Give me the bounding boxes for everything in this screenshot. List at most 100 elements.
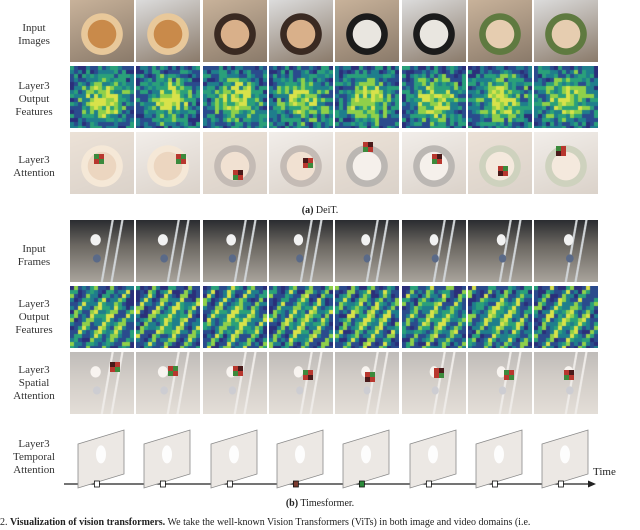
tsf-temporal-attention-token-3 xyxy=(226,480,233,488)
tsf-feature-map-3-heatmap xyxy=(203,286,267,348)
tsf-feature-map-1 xyxy=(70,286,134,348)
deit-attention-map-7 xyxy=(468,132,532,194)
attention-patch xyxy=(115,362,120,367)
tsf-input-frame-6 xyxy=(402,220,466,282)
deit-feature-map-2 xyxy=(136,66,200,128)
deit-feature-maps-row xyxy=(70,66,600,128)
attention-fade-overlay xyxy=(534,132,598,194)
deit-input-image-rabbit xyxy=(534,0,598,62)
attention-patch xyxy=(370,372,375,377)
attention-patch xyxy=(303,370,308,375)
attention-patch xyxy=(94,159,99,164)
tsf-temporal-frame-figure xyxy=(96,445,106,464)
deit-attention-map-6 xyxy=(402,132,466,194)
tsf-input-frame-1 xyxy=(70,220,134,282)
deit-feature-map-3-heatmap xyxy=(203,66,267,128)
attention-patch xyxy=(504,370,509,375)
figure-caption: 2. Visualization of vision transformers.… xyxy=(0,517,640,528)
attention-fade-overlay xyxy=(335,352,399,414)
attention-patch xyxy=(503,166,508,171)
attention-fade-overlay xyxy=(136,352,200,414)
deit-feature-map-1 xyxy=(70,66,134,128)
deit-input-image-panda xyxy=(335,0,399,62)
attention-patch xyxy=(238,175,243,180)
attention-fade-overlay xyxy=(70,352,134,414)
tsf-input-frame-8 xyxy=(534,220,598,282)
attention-patch xyxy=(308,163,313,168)
tsf-temporal-frame-figure xyxy=(162,445,172,464)
attention-patch xyxy=(569,370,574,375)
timesformer-caption-text: Timesformer. xyxy=(298,498,355,509)
deit-caption-letter: (a) xyxy=(301,205,314,216)
deit-feature-map-7 xyxy=(468,66,532,128)
attention-fade-overlay xyxy=(203,352,267,414)
attention-patch xyxy=(176,154,181,159)
tsf-input-frame-4 xyxy=(269,220,333,282)
deit-attention-map-3 xyxy=(203,132,267,194)
tsf-feature-map-6-heatmap xyxy=(402,286,466,348)
attention-patch xyxy=(434,368,439,373)
figure-caption-rest: We take the well-known Vision Transforme… xyxy=(165,517,531,528)
attention-patch xyxy=(308,158,313,163)
attention-patch xyxy=(176,159,181,164)
attention-fade-overlay xyxy=(269,132,333,194)
timesformer-caption: (b) Timesformer. xyxy=(0,498,640,509)
tsf-spatial-attention-map-8 xyxy=(534,352,598,414)
tsf-feature-map-1-heatmap xyxy=(70,286,134,348)
tsf-temporal-frame-figure xyxy=(560,445,570,464)
tsf-temporal-frame-figure xyxy=(428,445,438,464)
attention-patch xyxy=(437,154,442,159)
attention-fade-overlay xyxy=(203,132,267,194)
deit-feature-map-6-heatmap xyxy=(402,66,466,128)
tsf-temporal-frame-figure xyxy=(229,445,239,464)
deit-input-image-rabbit xyxy=(468,0,532,62)
tsf-temporal-frame-figure xyxy=(361,445,371,464)
deit-input-image-dog xyxy=(269,0,333,62)
deit-feature-map-8 xyxy=(534,66,598,128)
attention-patch xyxy=(233,366,238,371)
tsf-feature-map-8 xyxy=(534,286,598,348)
deit-attention-map-5 xyxy=(335,132,399,194)
tsf-spatial-attention-map-1 xyxy=(70,352,134,414)
attention-patch xyxy=(556,151,561,156)
deit-feature-map-2-heatmap xyxy=(136,66,200,128)
attention-fade-overlay xyxy=(468,352,532,414)
attention-patch xyxy=(110,362,115,367)
deit-attention-label: Layer3 Attention xyxy=(13,154,55,179)
tsf-spatial-attention-row xyxy=(70,352,600,414)
attention-patch xyxy=(370,377,375,382)
tsf-feature-map-7 xyxy=(468,286,532,348)
attention-patch xyxy=(498,166,503,171)
attention-patch xyxy=(110,367,115,372)
attention-patch xyxy=(173,371,178,376)
attention-patch xyxy=(181,154,186,159)
attention-patch xyxy=(509,370,514,375)
attention-patch xyxy=(303,375,308,380)
attention-patch xyxy=(368,142,373,147)
tsf-input-label: Input Frames xyxy=(17,243,51,268)
deit-attention-map-1 xyxy=(70,132,134,194)
attention-patch xyxy=(233,175,238,180)
tsf-temporal-attention-timeline xyxy=(64,429,596,489)
attention-patch xyxy=(173,366,178,371)
timesformer-caption-letter: (b) xyxy=(285,498,299,509)
tsf-feature-map-5-heatmap xyxy=(335,286,399,348)
deit-feature-map-5 xyxy=(335,66,399,128)
attention-fade-overlay xyxy=(269,352,333,414)
tsf-input-frames-row xyxy=(70,220,600,282)
attention-patch xyxy=(498,171,503,176)
attention-patch xyxy=(437,159,442,164)
tsf-input-frame-5 xyxy=(335,220,399,282)
attention-fade-overlay xyxy=(468,132,532,194)
tsf-feature-map-2-heatmap xyxy=(136,286,200,348)
attention-patch xyxy=(303,158,308,163)
attention-patch xyxy=(308,370,313,375)
tsf-temporal-attention-token-8 xyxy=(558,480,564,488)
attention-patch xyxy=(99,154,104,159)
tsf-feature-map-2 xyxy=(136,286,200,348)
attention-patch xyxy=(564,375,569,380)
attention-patch xyxy=(233,170,238,175)
attention-patch xyxy=(181,159,186,164)
deit-input-images-row xyxy=(70,0,600,62)
attention-patch xyxy=(509,375,514,380)
